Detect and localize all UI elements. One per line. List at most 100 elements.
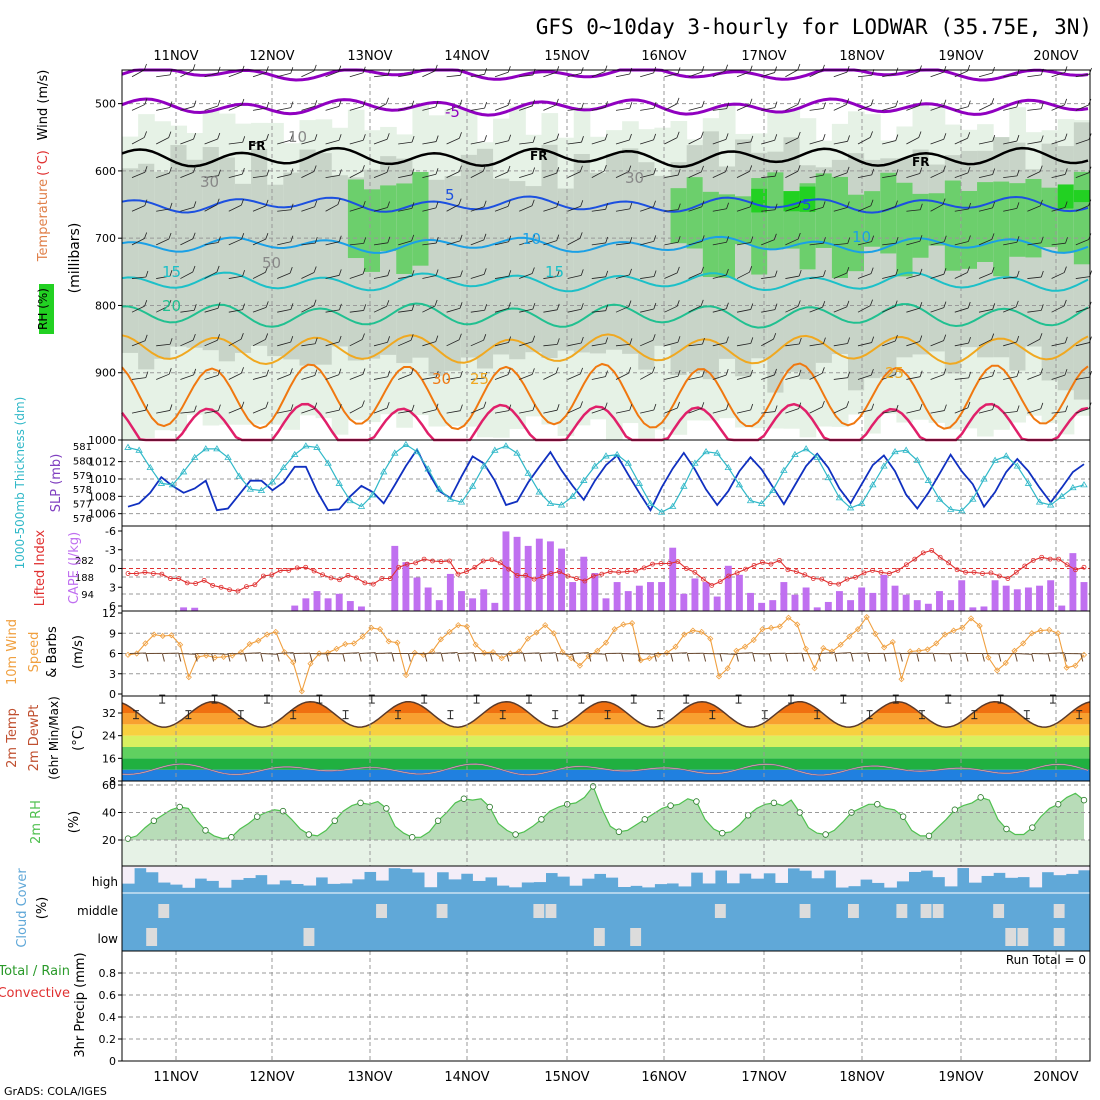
wind-speed-point: [385, 638, 392, 645]
wind-barb-flag: [726, 102, 730, 109]
wind-barb: [1048, 652, 1065, 654]
wind-barb-flag: [750, 135, 754, 143]
wind-barb-flag: [686, 653, 690, 662]
wind-barb: [519, 273, 533, 279]
wind-barb-flag: [265, 333, 269, 340]
temp-line: [121, 700, 1091, 728]
wind-speed-point: [263, 631, 271, 638]
wind-barb-flag: [411, 270, 415, 277]
wind-barb: [954, 106, 969, 111]
wind-barbs: [131, 63, 1093, 414]
rh-cell: [218, 157, 236, 362]
wind-barb-flag: [895, 200, 898, 207]
wind-barb-flag: [801, 653, 805, 662]
cape-bar: [313, 591, 321, 611]
wind-barb-flag: [193, 133, 197, 140]
temp-band: [122, 747, 1090, 759]
li-point: [413, 560, 419, 566]
wind-speed-point: [342, 640, 349, 648]
li-point: [827, 581, 833, 586]
wind-barb: [906, 209, 921, 212]
wind-barb-flag: [313, 266, 317, 273]
high-cloud-gap: [291, 866, 304, 884]
rh-cell: [799, 186, 817, 212]
wind-barb-flag: [289, 267, 293, 274]
thickness-point: [1035, 498, 1044, 505]
wind-barb: [906, 240, 921, 246]
axis-label: (m/s): [71, 635, 86, 669]
wind-barb: [930, 410, 945, 414]
thickness-point: [146, 463, 154, 470]
wind-barb: [712, 409, 727, 414]
wind-barb-flag: [435, 135, 439, 142]
wind-barb: [156, 107, 170, 111]
li-point: [379, 576, 385, 581]
wind-barb-flag: [797, 232, 801, 240]
wind-barb-flag: [411, 234, 415, 242]
wind-barb-flag: [750, 403, 754, 411]
wind-barb-flag: [677, 370, 681, 377]
thickness-point: [302, 442, 310, 449]
li-point: [946, 560, 952, 566]
wind-speed-point: [177, 641, 184, 648]
wind-barb: [906, 105, 920, 111]
wind-barb: [425, 652, 442, 654]
thickness-point: [168, 481, 177, 488]
wind-speed-point: [524, 635, 531, 642]
wind-barb-flag: [919, 301, 923, 309]
wind-barb-flag: [338, 335, 342, 343]
li-point: [912, 556, 918, 562]
mid-cloud-gap: [896, 904, 908, 918]
cape-bar: [813, 607, 821, 611]
wind-barb-flag: [435, 201, 439, 208]
high-cloud-gap: [763, 866, 776, 874]
li-point: [260, 573, 266, 579]
wind-barb-flag: [725, 302, 729, 309]
wind-barb-flag: [774, 270, 778, 277]
wind-barb: [422, 242, 437, 246]
wind-barb: [664, 103, 677, 111]
wind-barb: [688, 137, 702, 145]
wind-barb-flag: [411, 136, 415, 143]
wind-speed-point: [724, 665, 731, 672]
wind-barb-flag: [290, 168, 294, 175]
thickness-point: [958, 507, 966, 514]
thickness-point: [924, 476, 933, 483]
wind-barb-flag: [386, 300, 390, 307]
cape-bar: [924, 603, 932, 611]
wind-barb: [325, 241, 340, 246]
wind-barb: [1015, 653, 1032, 655]
li-point: [573, 576, 579, 581]
wind-barb-flag: [773, 332, 777, 340]
wind-barb-flag: [337, 198, 341, 205]
wind-barb-flag: [943, 301, 947, 308]
wind-barb-flag: [822, 133, 826, 141]
cloud-level-label: low: [98, 932, 119, 946]
wind-barb-flag: [629, 338, 633, 345]
li-point: [176, 576, 182, 581]
high-cloud-gap: [364, 866, 377, 872]
wind-speed-point: [246, 640, 253, 648]
rh-point: [150, 817, 158, 824]
wind-speed-point: [794, 621, 801, 628]
thickness-point: [402, 440, 410, 447]
wind-barb: [1027, 242, 1042, 246]
wind-barb-flag: [168, 232, 172, 240]
wind-barb-flag: [227, 653, 231, 662]
y-tick-label: 800: [95, 299, 116, 312]
wind-speed-point: [403, 672, 410, 679]
cape-bar: [802, 587, 810, 611]
axis-label: Cloud Cover: [15, 868, 30, 948]
high-cloud-gap: [339, 866, 353, 884]
wind-barb-flag: [992, 134, 996, 142]
wind-barb-flag: [532, 167, 536, 174]
high-cloud-gap: [702, 866, 716, 884]
rh-cell: [622, 148, 639, 354]
wind-barb-flag: [847, 135, 850, 142]
wind-barb: [1027, 141, 1042, 145]
thickness-point: [568, 492, 577, 499]
wind-barb: [277, 107, 292, 111]
wind-barb-flag: [506, 653, 510, 662]
wind-barb-flag: [797, 63, 801, 71]
wind-barb: [325, 309, 340, 313]
